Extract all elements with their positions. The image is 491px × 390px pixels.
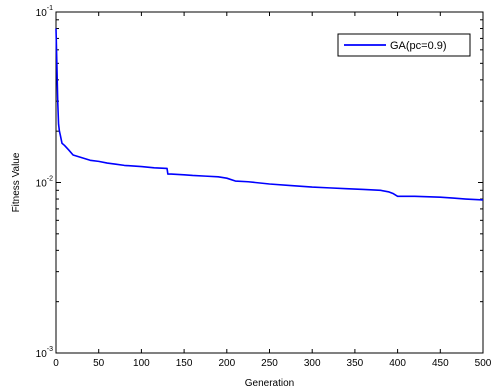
- x-tick-label: 500: [475, 358, 491, 369]
- y-tick-base: 10: [36, 349, 48, 360]
- x-tick-label: 200: [218, 358, 235, 369]
- x-tick-label: 300: [304, 358, 321, 369]
- series-line-0: [55, 28, 484, 201]
- y-tick-base: 10: [36, 179, 48, 190]
- x-tick-label: 100: [133, 358, 150, 369]
- plot-area: [55, 11, 484, 354]
- y-tick-label: 10-3: [36, 346, 53, 360]
- x-tick-label: 350: [347, 358, 364, 369]
- y-tick-exponent: -2: [47, 176, 53, 183]
- x-tick-label: 0: [53, 358, 59, 369]
- x-tick-label: 400: [389, 358, 406, 369]
- legend-box: [337, 33, 471, 57]
- x-tick-label: 250: [261, 358, 278, 369]
- y-tick-exponent: -1: [47, 5, 53, 12]
- y-axis-label: Fitness Value: [11, 152, 22, 212]
- y-tick-exponent: -3: [47, 346, 53, 353]
- y-tick-label: 10-1: [36, 5, 53, 19]
- legend: GA(pc=0.9): [337, 33, 471, 57]
- tick-layer: 0 50 100 150 200 250 300 350 400 450 50010-310-210…: [36, 5, 491, 369]
- x-axis-label: Generation: [245, 378, 294, 389]
- y-tick-label: 10-2: [36, 176, 53, 190]
- x-tick-label: 150: [176, 358, 193, 369]
- y-tick-base: 10: [36, 8, 48, 19]
- series-layer: [55, 28, 484, 201]
- x-tick-label: 50: [93, 358, 105, 369]
- x-tick-label: 450: [432, 358, 449, 369]
- legend-label: GA(pc=0.9): [390, 40, 447, 52]
